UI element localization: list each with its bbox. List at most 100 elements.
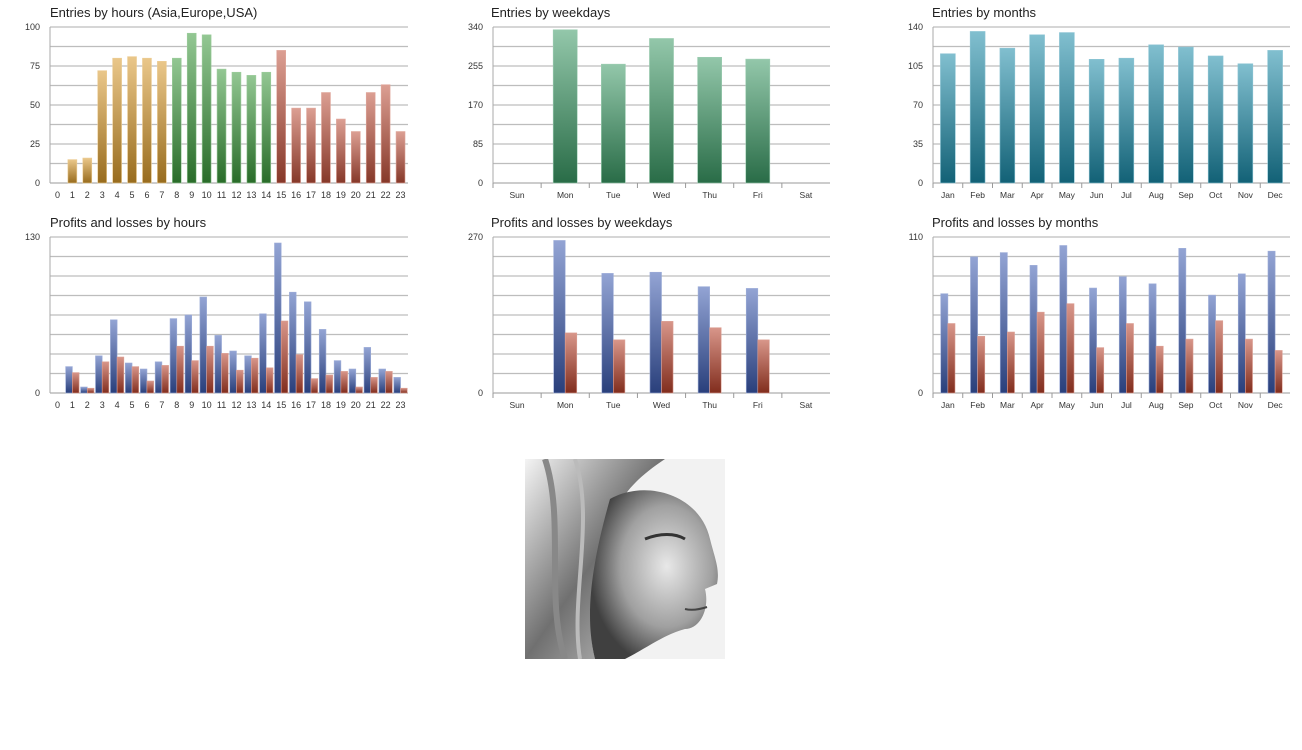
y-tick-label: 85 xyxy=(473,139,483,149)
profit-bar xyxy=(1178,248,1187,394)
bar xyxy=(82,157,93,184)
profit-bar xyxy=(697,286,710,394)
profit-bar xyxy=(1208,294,1216,394)
x-tick-label: 16 xyxy=(291,400,301,410)
x-tick-label: 17 xyxy=(306,400,316,410)
x-tick-label: 18 xyxy=(321,190,331,200)
x-tick-label: Jul xyxy=(1121,400,1132,410)
loss-bar xyxy=(1007,331,1015,394)
loss-bar xyxy=(72,372,80,394)
y-tick-label: 0 xyxy=(478,388,483,398)
chart-title: Entries by hours (Asia,Europe,USA) xyxy=(50,5,258,20)
profit-bar xyxy=(214,335,222,394)
loss-bar xyxy=(191,360,199,394)
x-tick-label: Nov xyxy=(1238,190,1254,200)
x-tick-label: 12 xyxy=(231,190,241,200)
x-tick-label: Jun xyxy=(1090,190,1104,200)
x-tick-label: 23 xyxy=(396,190,406,200)
x-tick-label: Sun xyxy=(510,190,525,200)
bar xyxy=(67,159,78,184)
profit-bar xyxy=(65,366,73,394)
bar xyxy=(1059,32,1075,184)
profit-bar xyxy=(125,362,133,394)
x-tick-label: Fri xyxy=(753,400,763,410)
x-tick-label: 2 xyxy=(85,400,90,410)
x-tick-label: 21 xyxy=(366,400,376,410)
bar xyxy=(601,63,626,184)
loss-bar xyxy=(280,320,289,394)
x-tick-label: Mar xyxy=(1000,190,1015,200)
loss-bar xyxy=(947,323,956,394)
x-tick-label: 22 xyxy=(381,190,391,200)
x-tick-label: Apr xyxy=(1031,190,1044,200)
loss-bar xyxy=(221,353,229,394)
x-tick-label: 2 xyxy=(85,190,90,200)
y-tick-label: 140 xyxy=(908,22,923,32)
x-tick-label: Jan xyxy=(941,190,955,200)
x-tick-label: 3 xyxy=(100,190,105,200)
bar xyxy=(1029,34,1045,184)
x-tick-label: Sep xyxy=(1178,400,1193,410)
bar xyxy=(276,50,286,184)
bar xyxy=(261,71,272,184)
profit-bar xyxy=(999,252,1008,394)
x-tick-label: 16 xyxy=(291,190,301,200)
bar xyxy=(940,53,956,184)
bar xyxy=(127,56,137,184)
x-tick-label: 13 xyxy=(246,400,256,410)
bar xyxy=(112,57,122,184)
x-tick-label: Sun xyxy=(510,400,525,410)
x-tick-label: 14 xyxy=(261,190,271,200)
x-tick-label: 0 xyxy=(55,400,60,410)
y-tick-label: 70 xyxy=(913,100,923,110)
x-tick-label: 5 xyxy=(130,400,135,410)
profit-bar xyxy=(649,271,662,394)
loss-bar xyxy=(86,387,95,394)
profit-bar xyxy=(199,296,207,394)
loss-bar xyxy=(295,354,304,394)
x-tick-label: 20 xyxy=(351,190,361,200)
profit-bar xyxy=(1118,276,1127,394)
x-tick-label: 22 xyxy=(381,400,391,410)
x-tick-label: 6 xyxy=(144,400,149,410)
x-tick-label: Sat xyxy=(800,400,813,410)
bar xyxy=(380,84,391,184)
bar xyxy=(186,32,197,184)
x-tick-label: 1 xyxy=(70,190,75,200)
chart-title: Profits and losses by weekdays xyxy=(491,215,673,230)
loss-bar xyxy=(564,332,578,394)
bar xyxy=(231,71,242,184)
profit-bar xyxy=(304,301,312,394)
profit-bar xyxy=(348,368,357,394)
bar xyxy=(1088,59,1105,184)
x-tick-label: Dec xyxy=(1268,190,1284,200)
x-tick-label: 9 xyxy=(189,400,194,410)
x-tick-label: Thu xyxy=(702,400,717,410)
x-tick-label: 3 xyxy=(100,400,105,410)
bar xyxy=(172,57,182,184)
bar xyxy=(321,92,331,184)
portrait-image xyxy=(525,458,725,660)
x-tick-label: 13 xyxy=(246,190,256,200)
y-tick-label: 0 xyxy=(35,388,40,398)
x-tick-label: 0 xyxy=(55,190,60,200)
bar xyxy=(142,57,152,184)
bar xyxy=(1118,57,1135,184)
loss-bar xyxy=(146,380,154,394)
profit-bar xyxy=(154,361,163,394)
loss-bar xyxy=(251,357,259,394)
bar xyxy=(649,38,674,184)
loss-bar xyxy=(101,361,110,394)
loss-bar xyxy=(370,377,378,394)
y-tick-label: 130 xyxy=(25,232,40,242)
chart-title: Entries by months xyxy=(932,5,1037,20)
bar xyxy=(216,68,227,184)
loss-bar xyxy=(161,365,169,394)
profit-bar xyxy=(318,329,327,394)
profit-bar xyxy=(1029,265,1038,394)
x-tick-label: Jul xyxy=(1121,190,1132,200)
bar xyxy=(745,58,771,184)
y-tick-label: 170 xyxy=(468,100,483,110)
x-tick-label: Jan xyxy=(941,400,955,410)
loss-bar xyxy=(236,369,244,394)
